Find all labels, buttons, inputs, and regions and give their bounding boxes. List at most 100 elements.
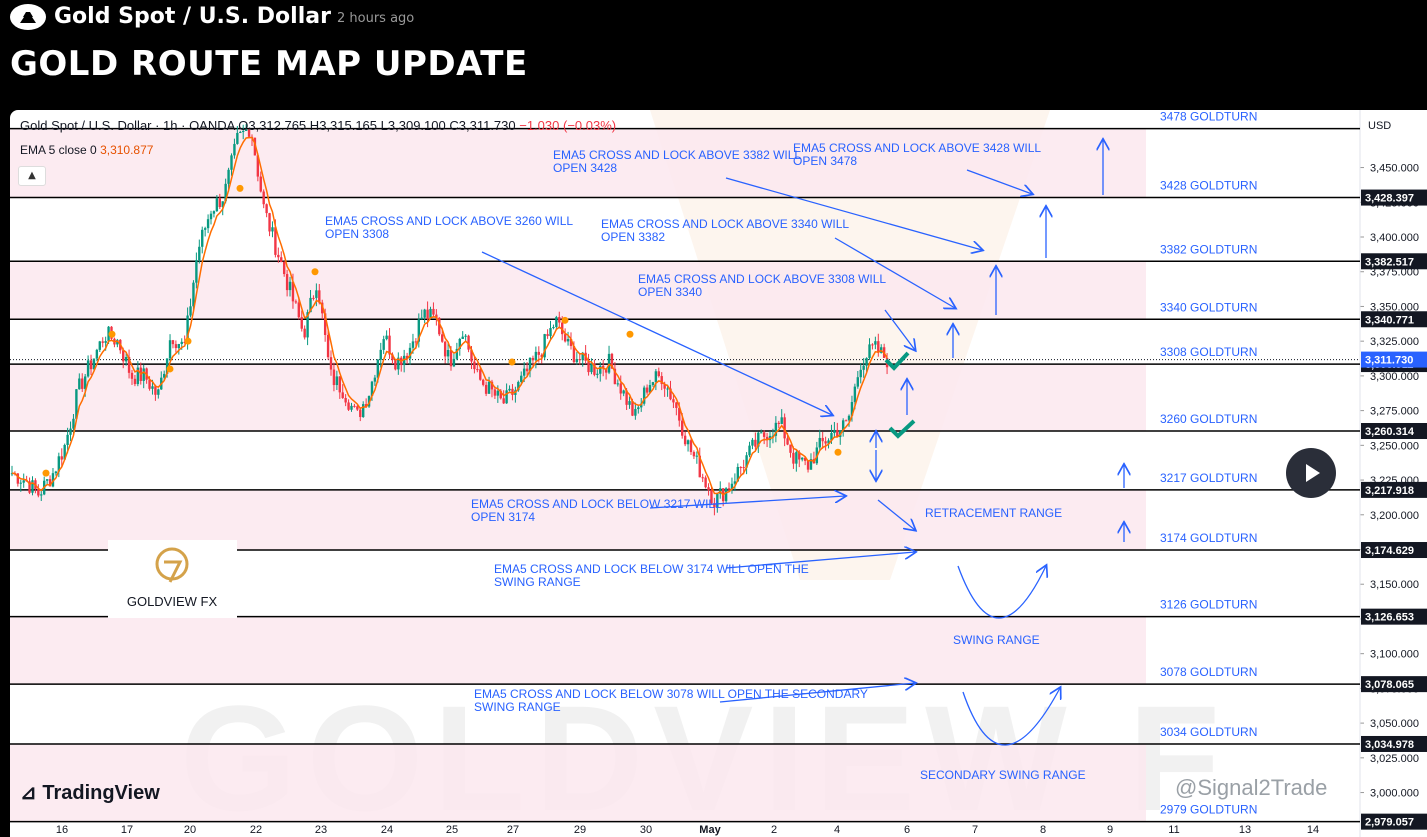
ema-cross-marker [166, 365, 174, 373]
candle-body [672, 399, 675, 403]
candle-body [203, 228, 207, 230]
candle-body [745, 455, 748, 468]
symbol-title[interactable]: Gold Spot / U.S. Dollar [54, 4, 331, 29]
route-arrow [877, 499, 915, 530]
price-tag-bg [1361, 813, 1427, 830]
candle-body [467, 335, 470, 350]
candle-body [493, 389, 497, 396]
range-zone [10, 364, 1146, 432]
candle-body [344, 397, 347, 403]
candle-body [192, 282, 195, 307]
candle-body [48, 479, 52, 487]
current-price-tag-bg [1361, 351, 1427, 368]
candle-body [332, 369, 336, 386]
price-tag-bg [1361, 189, 1427, 206]
candle-body [239, 131, 242, 133]
candle-body [748, 445, 751, 456]
candle-body [151, 386, 154, 389]
candle-body [280, 257, 283, 263]
annotation-text: RETRACEMENT RANGE [925, 506, 1062, 520]
candle-body [215, 198, 219, 212]
candle-body [435, 314, 438, 318]
price-tag-bg [1361, 608, 1427, 625]
candle-body [552, 326, 555, 329]
candle-body [686, 440, 690, 445]
candle-body [850, 402, 854, 416]
candle-body [733, 481, 737, 484]
candle-body [417, 319, 421, 342]
candle-body [555, 317, 558, 327]
candle-body [795, 452, 798, 464]
candle-body [373, 377, 377, 382]
candle-body [625, 390, 628, 405]
x-tick-label: 7 [972, 824, 978, 836]
candle-body [201, 229, 204, 247]
candle-body [323, 313, 327, 335]
candle-body [642, 387, 646, 404]
candle-body [376, 359, 380, 378]
candle-body [678, 407, 681, 421]
price-tag: 3,034.978 [1365, 739, 1414, 751]
ema-cross-marker [108, 330, 116, 338]
candle-body [502, 398, 505, 404]
candle-body [654, 371, 658, 383]
candle-body [508, 388, 511, 391]
candle-body [484, 384, 488, 394]
route-arrow [884, 309, 915, 350]
range-zone [10, 743, 1146, 822]
candle-body [209, 213, 213, 220]
route-arrow [966, 169, 1032, 194]
candle-body [98, 341, 101, 350]
route-arrow [725, 552, 915, 569]
candle-body [329, 357, 333, 370]
candle-body [836, 429, 839, 438]
price-tag: 3,340.771 [1365, 314, 1414, 326]
candle-body [282, 262, 286, 275]
candle-body [37, 488, 40, 496]
candle-body [122, 350, 125, 362]
price-tag-bg [1361, 253, 1427, 270]
candle-body [476, 369, 479, 371]
x-tick-label: 6 [904, 824, 910, 836]
candle-body [408, 347, 412, 359]
candle-body [405, 355, 409, 359]
candle-body [300, 317, 303, 329]
x-tick-label: 17 [121, 824, 133, 836]
y-tick-label: 3,025.000 [1370, 753, 1419, 765]
tradingview-logo[interactable]: ⊿ TradingView [20, 780, 160, 805]
candle-body [572, 346, 576, 363]
candle-body [297, 302, 301, 318]
y-tick-label: 3,200.000 [1370, 510, 1419, 522]
annotation-text: EMA5 CROSS AND LOCK ABOVE 3382 WILL OPEN … [553, 148, 801, 175]
candle-body [452, 358, 456, 367]
candle-body [487, 381, 491, 394]
candle-body [265, 204, 268, 214]
candle-body [868, 344, 871, 359]
ema-legend[interactable]: EMA 5 close 0 3,310.877 [20, 143, 153, 157]
candle-body [247, 129, 251, 137]
collapse-legend-button[interactable]: ▲ [18, 166, 46, 186]
candle-body [724, 488, 728, 502]
goldturn-label: 3260 GOLDTURN [1160, 412, 1257, 426]
ema-label: EMA 5 close 0 [20, 143, 97, 157]
x-tick-label: 8 [1040, 824, 1046, 836]
chart-panel[interactable]: GOLDVIEW F3,000.0003,025.0003,050.0003,0… [10, 110, 1427, 837]
goldturn-label: 3126 GOLDTURN [1160, 598, 1257, 612]
goldturn-label: 3382 GOLDTURN [1160, 242, 1257, 256]
play-button[interactable] [1286, 448, 1336, 498]
candle-body [104, 341, 107, 343]
price-chart[interactable]: GOLDVIEW F3,000.0003,025.0003,050.0003,0… [10, 110, 1427, 837]
candle-body [356, 406, 359, 410]
candle-body [54, 471, 58, 474]
symbol-legend[interactable]: Gold Spot / U.S. Dollar · 1h · OANDA [20, 118, 235, 133]
candle-body [154, 386, 157, 395]
candle-body [423, 309, 426, 318]
x-tick-label: 4 [834, 824, 840, 836]
candle-body [634, 409, 637, 416]
candle-body [350, 405, 353, 410]
gold-bars-icon [10, 4, 46, 30]
candle-body [546, 334, 549, 337]
candle-body [607, 353, 611, 373]
candle-body [306, 312, 309, 338]
candle-body [236, 132, 239, 144]
